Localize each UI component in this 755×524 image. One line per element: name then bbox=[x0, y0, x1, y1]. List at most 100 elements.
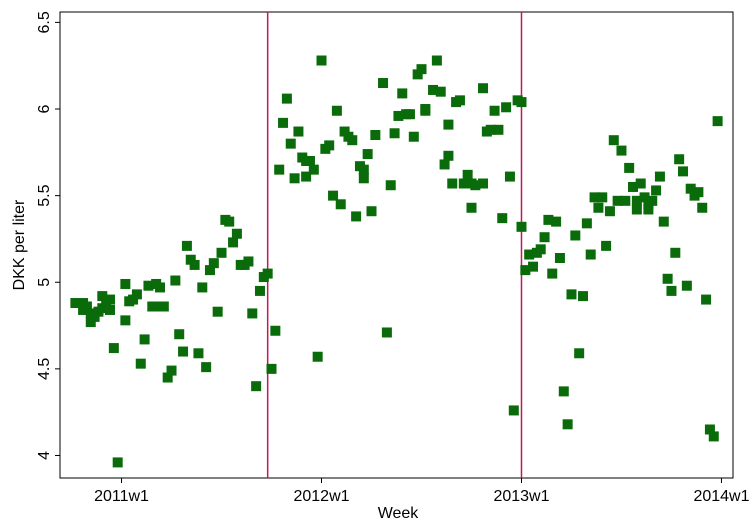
point bbox=[431, 55, 442, 66]
point bbox=[639, 192, 650, 203]
point bbox=[143, 280, 154, 291]
point bbox=[420, 105, 431, 116]
point bbox=[562, 419, 573, 430]
point bbox=[458, 178, 469, 189]
point bbox=[162, 372, 173, 383]
point bbox=[693, 187, 704, 198]
point bbox=[443, 150, 454, 161]
point bbox=[358, 173, 369, 184]
point bbox=[351, 211, 362, 222]
point bbox=[131, 289, 142, 300]
point bbox=[651, 185, 662, 196]
point bbox=[708, 431, 719, 442]
point bbox=[670, 247, 681, 258]
point bbox=[593, 202, 604, 213]
point bbox=[97, 291, 108, 302]
point bbox=[404, 109, 415, 120]
point bbox=[389, 128, 400, 139]
point bbox=[489, 105, 500, 116]
point bbox=[516, 221, 527, 232]
point bbox=[666, 285, 677, 296]
point bbox=[70, 298, 81, 309]
point bbox=[97, 303, 108, 314]
point bbox=[497, 213, 508, 224]
point bbox=[574, 348, 585, 359]
point bbox=[685, 183, 696, 194]
point bbox=[558, 386, 569, 397]
point bbox=[393, 110, 404, 121]
point bbox=[378, 78, 389, 89]
point bbox=[478, 83, 489, 94]
point bbox=[201, 362, 212, 373]
point bbox=[478, 178, 489, 189]
x-axis-title: Week bbox=[378, 505, 420, 522]
point bbox=[154, 282, 165, 293]
point bbox=[628, 181, 639, 192]
point bbox=[166, 365, 177, 376]
point bbox=[262, 268, 273, 279]
point bbox=[324, 140, 335, 151]
point bbox=[454, 95, 465, 106]
point bbox=[662, 273, 673, 284]
point bbox=[701, 294, 712, 305]
point bbox=[589, 192, 600, 203]
point bbox=[516, 97, 527, 108]
point bbox=[631, 204, 642, 215]
point bbox=[347, 135, 358, 146]
point bbox=[381, 327, 392, 338]
point bbox=[485, 124, 496, 135]
point bbox=[266, 363, 277, 374]
point bbox=[189, 259, 200, 270]
point bbox=[678, 166, 689, 177]
point bbox=[620, 195, 631, 206]
point bbox=[508, 405, 519, 416]
point bbox=[397, 88, 408, 99]
point bbox=[197, 282, 208, 293]
point bbox=[358, 164, 369, 175]
point bbox=[416, 64, 427, 75]
point bbox=[335, 199, 346, 210]
point bbox=[504, 171, 515, 182]
y-tick-label: 5 bbox=[36, 278, 53, 287]
point bbox=[370, 129, 381, 140]
y-tick-label: 4 bbox=[36, 451, 53, 460]
point bbox=[551, 216, 562, 227]
point bbox=[566, 289, 577, 300]
x-tick-label: 2012w1 bbox=[293, 488, 349, 505]
point bbox=[539, 232, 550, 243]
point bbox=[547, 268, 558, 279]
point bbox=[635, 178, 646, 189]
point bbox=[270, 325, 281, 336]
point bbox=[447, 178, 458, 189]
point bbox=[616, 145, 627, 156]
point bbox=[316, 55, 327, 66]
point bbox=[601, 240, 612, 251]
point bbox=[658, 216, 669, 227]
point bbox=[608, 135, 619, 146]
point bbox=[535, 244, 546, 255]
point bbox=[224, 216, 235, 227]
point bbox=[178, 346, 189, 357]
point bbox=[185, 254, 196, 265]
point bbox=[581, 218, 592, 229]
point bbox=[524, 249, 535, 260]
point bbox=[193, 348, 204, 359]
point bbox=[585, 249, 596, 260]
point bbox=[674, 154, 685, 165]
point bbox=[181, 240, 192, 251]
point bbox=[81, 301, 92, 312]
point bbox=[428, 84, 439, 95]
point bbox=[139, 334, 150, 345]
point bbox=[301, 171, 312, 182]
point bbox=[304, 155, 315, 166]
point bbox=[520, 265, 531, 276]
point bbox=[543, 214, 554, 225]
point bbox=[231, 228, 242, 239]
x-tick-label: 2013w1 bbox=[493, 488, 549, 505]
point bbox=[604, 206, 615, 217]
point bbox=[278, 117, 289, 128]
point bbox=[170, 275, 181, 286]
point bbox=[339, 126, 350, 137]
point bbox=[681, 280, 692, 291]
point bbox=[108, 343, 119, 354]
